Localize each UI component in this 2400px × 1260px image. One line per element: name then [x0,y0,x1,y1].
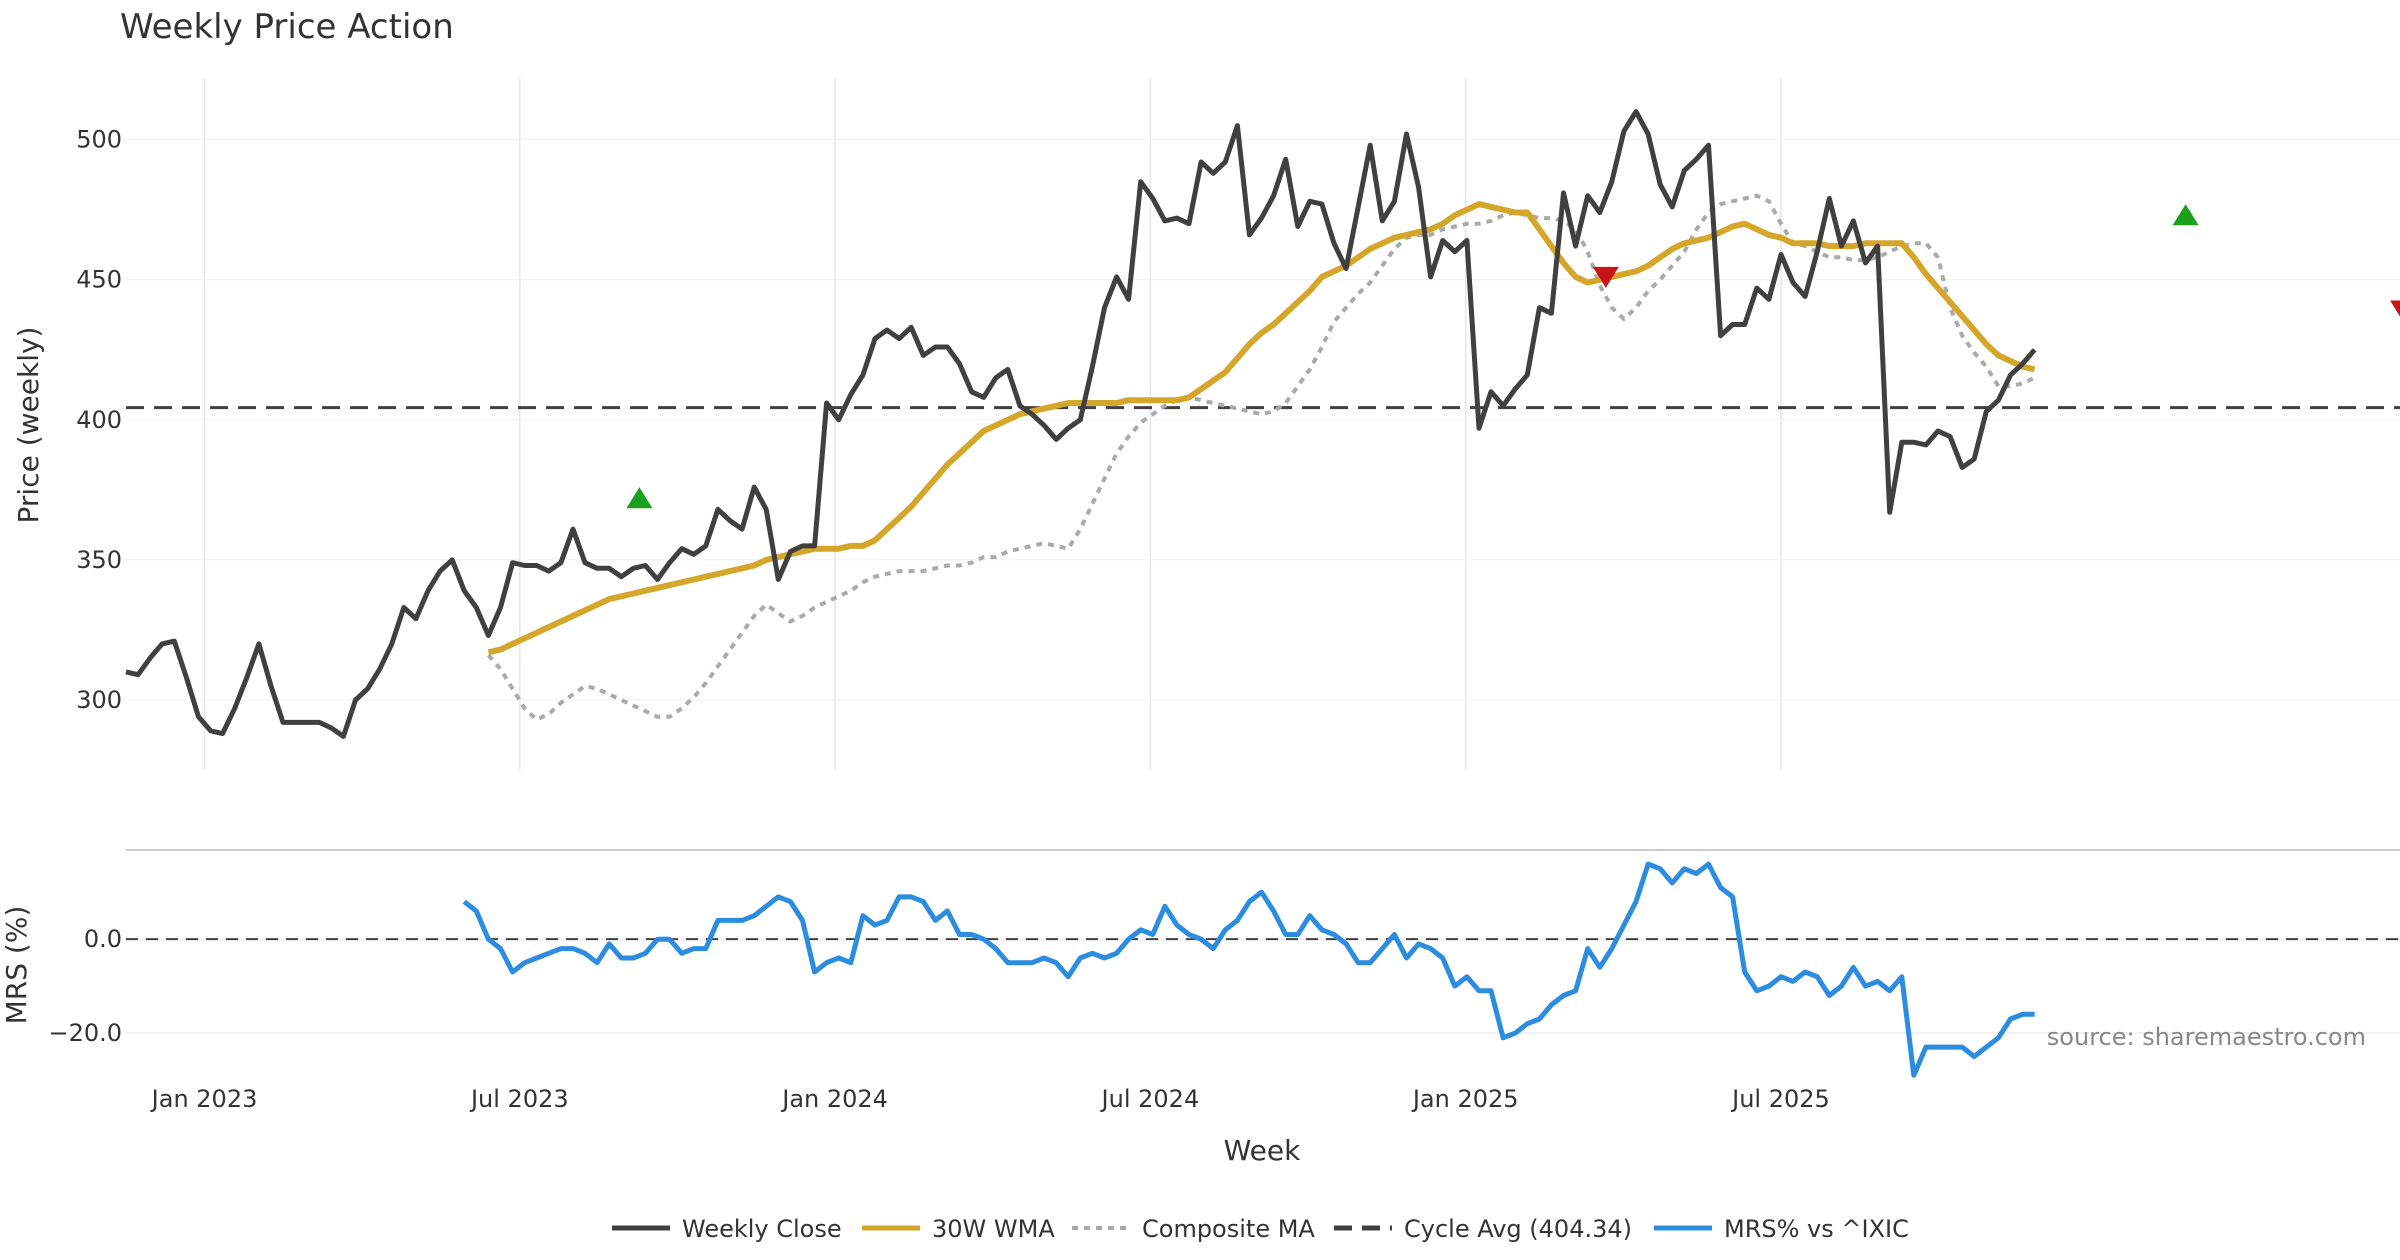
mrs-y-axis-label: MRS (%) [0,906,33,1025]
mrs-gridlines [126,938,2400,1034]
composite-ma-line [486,193,2036,722]
chart-title: Weekly Price Action [120,7,454,47]
price-y-ticks: 300 350 400 450 500 [76,126,122,714]
x-tick-label: Jan 2023 [150,1085,258,1113]
price-y-tick-label: 350 [76,546,122,574]
price-y-axis-label: Price (weekly) [12,327,45,524]
legend-label: 30W WMA [932,1215,1055,1243]
mrs-line [462,861,2035,1078]
mrs-y-tick-label: 0.0 [84,925,122,953]
x-tick-label: Jul 2025 [1730,1085,1830,1113]
sell-signal-marker [1592,266,1619,288]
x-tick-label: Jul 2023 [469,1085,569,1113]
x-axis-label: Week [1224,1134,1301,1167]
x-tick-label: Jan 2025 [1411,1085,1519,1113]
x-tick-label: Jul 2024 [1100,1085,1200,1113]
legend-label: Cycle Avg (404.34) [1404,1215,1632,1243]
price-y-tick-label: 450 [76,266,122,294]
sell-signal-marker [2390,300,2400,317]
price-gridlines [126,78,2400,770]
price-y-tick-label: 400 [76,406,122,434]
legend-label: Composite MA [1142,1215,1315,1243]
x-tick-label: Jan 2024 [780,1085,888,1113]
x-ticks: Jan 2023 Jul 2023 Jan 2024 Jul 2024 Jan 2025… [150,1085,1830,1113]
signal-markers [626,204,2400,509]
buy-signal-marker [2172,204,2199,226]
mrs-y-ticks: 0.0 −20.0 [48,925,122,1047]
wma-30w-line [487,201,2036,656]
price-y-tick-label: 500 [76,126,122,154]
mrs-y-tick-label: −20.0 [48,1019,122,1047]
price-y-tick-label: 300 [76,686,122,714]
legend-label: MRS% vs ^IXIC [1724,1215,1909,1243]
legend: Weekly Close 30W WMA Composite MA Cycle Avg… [612,1215,1909,1243]
source-note: source: sharemaestro.com [2047,1023,2366,1051]
legend-label: Weekly Close [682,1215,842,1243]
buy-signal-marker [626,487,653,509]
weekly-close-line [125,109,2037,739]
